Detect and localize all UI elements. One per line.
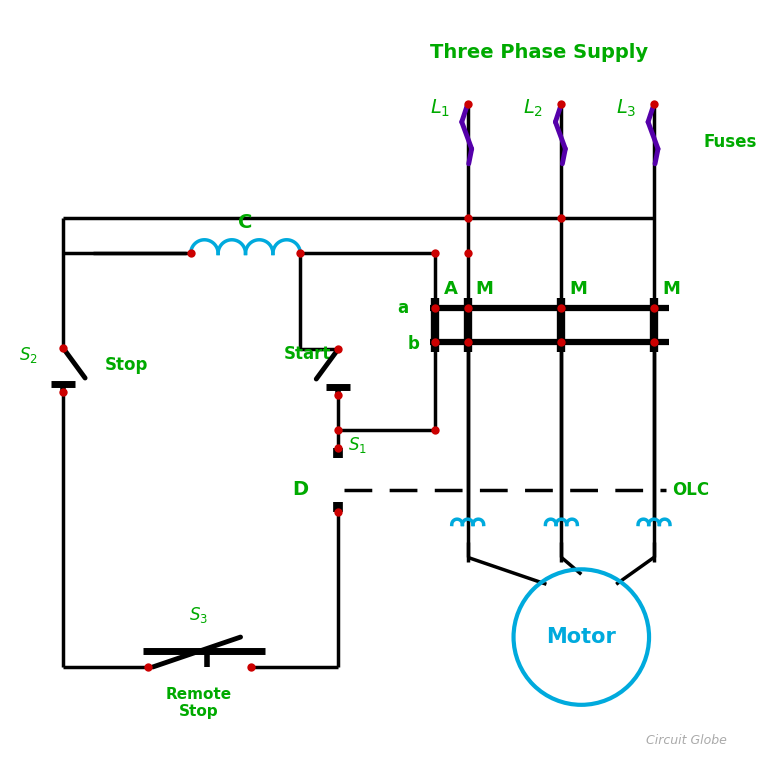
Text: $S_1$: $S_1$	[348, 435, 367, 455]
Text: $L_2$: $L_2$	[524, 98, 544, 119]
Text: M: M	[476, 280, 493, 298]
Text: OLC: OLC	[672, 481, 709, 499]
Text: a: a	[397, 299, 408, 317]
Text: A: A	[444, 280, 458, 298]
Text: b: b	[408, 335, 420, 353]
Text: Three Phase Supply: Three Phase Supply	[430, 44, 649, 62]
Text: $L_3$: $L_3$	[616, 98, 636, 119]
Text: Stop: Stop	[105, 356, 148, 374]
Text: M: M	[662, 280, 680, 298]
Text: $L_1$: $L_1$	[430, 98, 450, 119]
Text: Fuses: Fuses	[704, 133, 758, 151]
Text: $S_2$: $S_2$	[19, 345, 38, 365]
Text: $S_3$: $S_3$	[189, 605, 208, 625]
Text: C: C	[239, 212, 253, 231]
Text: Circuit Globe: Circuit Globe	[646, 733, 726, 746]
Text: Motor: Motor	[546, 627, 616, 647]
Text: Remote
Stop: Remote Stop	[166, 687, 232, 719]
Text: D: D	[292, 480, 308, 499]
Text: M: M	[570, 280, 587, 298]
Text: Start: Start	[284, 345, 331, 363]
